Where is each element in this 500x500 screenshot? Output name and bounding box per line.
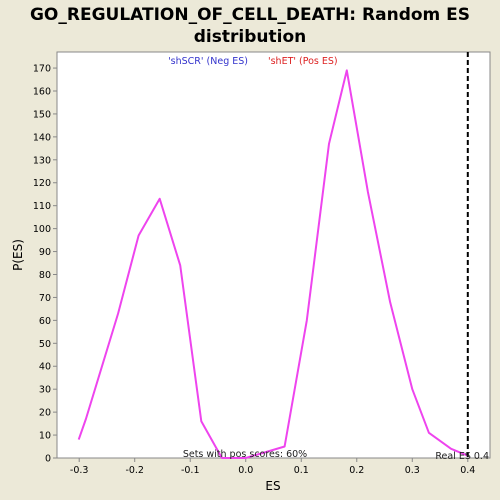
y-tick-label: 80 [39, 270, 51, 281]
y-tick-label: 160 [33, 86, 51, 97]
x-tick-label: 0.1 [294, 465, 309, 476]
y-tick-label: 120 [33, 178, 51, 189]
y-tick-label: 20 [39, 408, 51, 419]
y-tick-label: 170 [33, 64, 51, 75]
chart-title-line2: distribution [194, 27, 306, 47]
y-tick-label: 50 [39, 339, 51, 350]
series-line [77, 69, 469, 459]
x-tick-label: 0.4 [460, 465, 475, 476]
y-tick-label: 90 [39, 247, 51, 258]
chart-title-line1: GO_REGULATION_OF_CELL_DEATH: Random ES [30, 5, 470, 25]
y-tick-label: 150 [33, 109, 51, 120]
legend-neg-label: 'shSCR' (Neg ES) [168, 56, 248, 67]
x-tick-label: -0.1 [181, 465, 200, 476]
y-tick-label: 0 [45, 454, 51, 465]
x-tick-label: -0.2 [125, 465, 144, 476]
x-axis: -0.3 -0.2 -0.1 0.0 0.1 0.2 0.3 0.4 [70, 458, 475, 476]
y-tick-label: 70 [39, 293, 51, 304]
series-layer [77, 69, 469, 459]
y-tick-label: 30 [39, 385, 51, 396]
x-tick-label: 0.0 [238, 465, 253, 476]
plot-area [56, 51, 491, 459]
real-es-label: Real ES 0.4 [435, 451, 489, 462]
x-axis-label: ES [265, 479, 280, 493]
x-tick-label: 0.2 [349, 465, 364, 476]
y-tick-label: 60 [39, 316, 51, 327]
y-tick-label: 140 [33, 132, 51, 143]
y-tick-label: 40 [39, 362, 51, 373]
y-axis-label: P(ES) [11, 239, 25, 271]
y-tick-label: 10 [39, 431, 51, 442]
pos-scores-annotation: Sets with pos scores: 60% [183, 449, 307, 460]
y-tick-label: 100 [33, 224, 51, 235]
x-tick-label: 0.3 [405, 465, 420, 476]
y-tick-label: 110 [33, 201, 51, 212]
y-axis: 0 10 20 30 40 50 60 70 80 90 100 110 120 130 140 150 160… [33, 64, 57, 465]
y-tick-label: 130 [33, 155, 51, 166]
legend-pos-label: 'shET' (Pos ES) [268, 56, 338, 67]
x-tick-label: -0.3 [70, 465, 89, 476]
